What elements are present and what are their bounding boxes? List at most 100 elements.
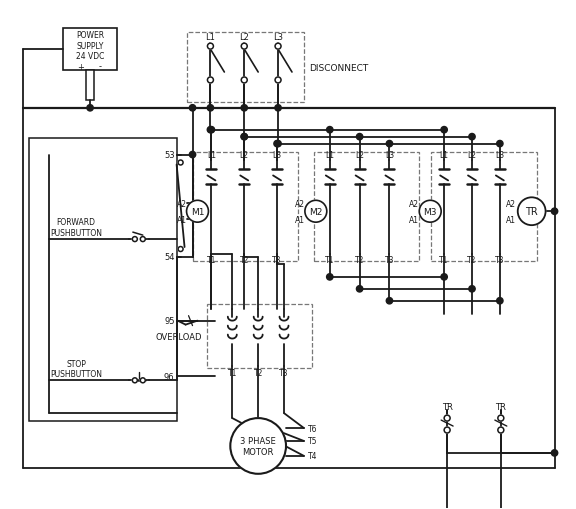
Circle shape [551, 450, 558, 456]
Circle shape [275, 141, 281, 148]
Circle shape [275, 105, 281, 112]
Text: A2: A2 [295, 200, 305, 208]
Text: T2: T2 [467, 256, 477, 265]
Text: STOP
PUSHBUTTON: STOP PUSHBUTTON [50, 359, 102, 378]
Text: T3: T3 [385, 256, 394, 265]
Circle shape [241, 44, 247, 50]
Circle shape [241, 134, 248, 140]
Text: 96: 96 [164, 372, 175, 381]
Circle shape [178, 161, 183, 165]
Text: A1: A1 [295, 215, 305, 224]
Circle shape [190, 105, 196, 112]
Circle shape [178, 247, 183, 252]
Circle shape [444, 427, 450, 433]
Circle shape [497, 141, 503, 148]
Text: A2: A2 [410, 200, 419, 208]
Text: 95: 95 [164, 317, 175, 325]
Text: T2: T2 [240, 256, 249, 265]
Circle shape [441, 127, 448, 133]
Bar [192, 152, 298, 262]
Circle shape [469, 134, 475, 140]
Text: M2: M2 [309, 207, 323, 216]
Text: 53: 53 [164, 151, 175, 160]
Text: OVERLOAD: OVERLOAD [156, 332, 203, 341]
Circle shape [141, 378, 145, 383]
Text: A1: A1 [506, 215, 516, 224]
Circle shape [132, 237, 137, 242]
Bar [29, 138, 177, 421]
Text: T1: T1 [228, 368, 237, 377]
Circle shape [241, 78, 247, 84]
Circle shape [187, 201, 209, 223]
Bar [63, 29, 117, 71]
Text: T3: T3 [272, 256, 282, 265]
Circle shape [141, 237, 145, 242]
Text: T2: T2 [355, 256, 364, 265]
Text: A2: A2 [177, 200, 187, 208]
Circle shape [132, 378, 137, 383]
Text: 54: 54 [164, 253, 175, 262]
Text: 3 PHASE
MOTOR: 3 PHASE MOTOR [240, 436, 276, 456]
Circle shape [419, 201, 441, 223]
Circle shape [209, 127, 215, 133]
Text: T3: T3 [495, 256, 505, 265]
Text: +: + [77, 63, 84, 71]
Circle shape [207, 44, 214, 50]
Circle shape [498, 415, 504, 421]
Circle shape [551, 209, 558, 215]
Text: T4: T4 [308, 451, 317, 461]
Text: L2: L2 [355, 151, 364, 160]
Text: L3: L3 [495, 151, 505, 160]
Text: A1: A1 [177, 215, 187, 224]
Text: L2: L2 [239, 33, 249, 42]
Circle shape [441, 274, 448, 280]
Bar [207, 304, 312, 369]
Bar [431, 152, 537, 262]
Circle shape [305, 201, 327, 223]
Text: L1: L1 [325, 151, 334, 160]
Circle shape [386, 141, 393, 148]
Circle shape [274, 141, 281, 148]
Circle shape [327, 274, 333, 280]
Text: M3: M3 [423, 207, 437, 216]
Text: M1: M1 [191, 207, 204, 216]
Circle shape [241, 134, 248, 140]
Bar [314, 152, 419, 262]
Text: T1: T1 [207, 256, 216, 265]
Text: T2: T2 [253, 368, 263, 377]
Text: L3: L3 [272, 151, 282, 160]
Text: FORWARD
PUSHBUTTON: FORWARD PUSHBUTTON [50, 218, 102, 237]
Circle shape [241, 105, 248, 112]
Text: A2: A2 [506, 200, 516, 208]
Text: L1: L1 [439, 151, 449, 160]
Text: T1: T1 [325, 256, 335, 265]
Circle shape [230, 418, 286, 474]
Circle shape [357, 286, 363, 292]
Circle shape [275, 44, 281, 50]
Circle shape [207, 105, 214, 112]
Text: T5: T5 [308, 437, 317, 445]
Text: A1: A1 [410, 215, 419, 224]
Circle shape [357, 134, 363, 140]
Text: T6: T6 [308, 423, 317, 433]
Circle shape [498, 427, 504, 433]
Circle shape [275, 78, 281, 84]
Text: TR: TR [525, 207, 538, 217]
Text: TR: TR [442, 402, 453, 411]
Circle shape [469, 286, 475, 292]
Text: L2: L2 [240, 151, 249, 160]
Text: DISCONNECT: DISCONNECT [309, 64, 368, 72]
Circle shape [386, 298, 393, 304]
Circle shape [87, 105, 93, 112]
Text: L1: L1 [207, 151, 216, 160]
Circle shape [207, 78, 214, 84]
Text: L2: L2 [468, 151, 476, 160]
Circle shape [497, 298, 503, 304]
Text: TR: TR [495, 402, 506, 411]
Text: L1: L1 [206, 33, 215, 42]
Bar [187, 33, 304, 103]
Circle shape [207, 127, 214, 133]
Text: T3: T3 [279, 368, 289, 377]
Circle shape [327, 127, 333, 133]
Bar [86, 71, 94, 101]
